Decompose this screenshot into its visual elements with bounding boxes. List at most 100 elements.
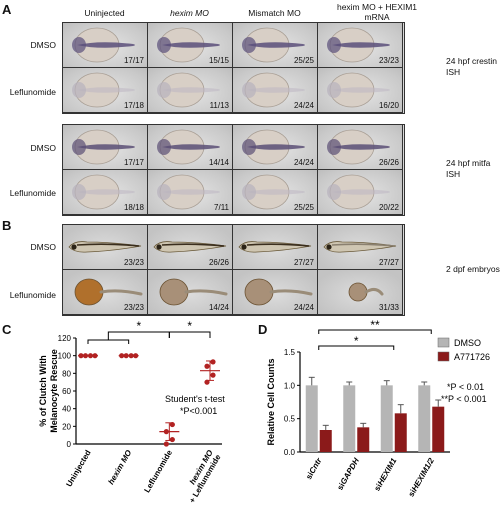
col-header-mismatch-mo: Mismatch MO xyxy=(248,8,301,18)
head-shape xyxy=(72,37,86,53)
clutch-count: 7/11 xyxy=(214,203,229,212)
stain-shape xyxy=(247,87,305,93)
tail-shape xyxy=(184,289,228,296)
clutch-count: 15/15 xyxy=(208,56,229,65)
larva-body-shape xyxy=(153,241,227,253)
clutch-count: 24/24 xyxy=(293,101,314,110)
x-tick-label: siCntr xyxy=(304,456,324,481)
clutch-count: 24/24 xyxy=(293,303,314,312)
head-shape xyxy=(72,82,86,98)
clutch-count: 17/17 xyxy=(123,56,144,65)
data-point xyxy=(82,353,89,359)
head-shape xyxy=(327,184,341,200)
x-tick-label-gene: HEXIM1/2 xyxy=(410,456,436,493)
y-tick-label: 80 xyxy=(62,369,71,378)
data-point xyxy=(210,359,216,365)
legend-label: DMSO xyxy=(454,338,481,348)
data-point xyxy=(163,441,169,447)
y-axis-label-line: Melanocyte Rescue xyxy=(49,349,59,433)
data-point xyxy=(163,429,169,435)
col-header-uninjected: Uninjected xyxy=(84,8,125,18)
embryo-figure xyxy=(72,174,135,210)
tail-shape xyxy=(99,289,143,296)
embryo-figure xyxy=(242,174,305,210)
embryo-figure xyxy=(348,282,384,302)
head-shape xyxy=(327,82,341,98)
embryo-figure xyxy=(323,241,397,253)
data-point xyxy=(119,353,125,359)
melanocyte-stripe-shape xyxy=(246,243,310,247)
stain-shape xyxy=(247,144,305,150)
embryo-figure xyxy=(159,278,228,306)
y-tick-label: 120 xyxy=(58,334,72,343)
embryo-image: 14/24 xyxy=(148,270,233,315)
clutch-count: 16/20 xyxy=(378,101,399,110)
larva-body-shape xyxy=(238,241,312,253)
embryo-image: 27/27 xyxy=(318,225,403,270)
bar xyxy=(319,430,332,452)
y-tick-label: 0.0 xyxy=(284,448,296,457)
embryo-image: 23/23 xyxy=(318,23,403,68)
embryo-image: 24/24 xyxy=(233,68,318,113)
melanocyte-stripe-shape xyxy=(76,243,140,247)
stain-shape xyxy=(162,144,220,150)
embryo-figure xyxy=(244,278,313,306)
clutch-count: 23/23 xyxy=(123,258,144,267)
clutch-count: 14/24 xyxy=(208,303,229,312)
y-tick-label: 40 xyxy=(62,405,71,414)
row-label-leflunomide: Leflunomide xyxy=(9,188,56,198)
panel-letter-c: C xyxy=(2,322,12,337)
col-header-rescue: hexim MO + HEXIM1 mRNA xyxy=(336,2,418,22)
embryo-figure xyxy=(68,241,142,253)
row-label-dmso: DMSO xyxy=(30,242,57,252)
stain-shape xyxy=(247,42,305,48)
embryo-image: 24/24 xyxy=(233,125,318,170)
embryo-image: 14/14 xyxy=(148,125,233,170)
row-label-dmso: DMSO xyxy=(30,143,57,153)
eye-shape xyxy=(326,244,332,250)
data-point xyxy=(92,353,98,359)
embryo-figure xyxy=(74,278,143,306)
x-tick-label: Uninjected xyxy=(64,448,92,488)
stain-shape xyxy=(332,87,390,93)
bar xyxy=(432,406,445,452)
yolk-shape xyxy=(159,278,189,306)
significance-marker: * xyxy=(354,334,359,348)
y-tick-label: 1.5 xyxy=(284,348,296,357)
x-tick-label: Leflunomide xyxy=(142,448,174,494)
clutch-count: 25/25 xyxy=(293,56,314,65)
bar xyxy=(380,385,393,452)
larva-body-shape xyxy=(68,241,142,253)
tail-shape xyxy=(364,287,384,296)
clutch-count: 31/33 xyxy=(378,303,399,312)
clutch-count: 17/17 xyxy=(123,158,144,167)
y-tick-label: 100 xyxy=(58,352,72,361)
embryo-image: 11/13 xyxy=(148,68,233,113)
embryo-figure xyxy=(157,27,220,63)
stain-shape xyxy=(162,42,220,48)
data-point xyxy=(123,353,129,359)
row-label-dmso: DMSO xyxy=(30,40,57,50)
y-axis-label-line: % of Clutch With xyxy=(38,355,48,426)
clutch-count: 20/22 xyxy=(378,203,399,212)
embryo-image: 23/23 xyxy=(63,225,148,270)
embryo-figure xyxy=(153,241,227,253)
stain-shape xyxy=(77,189,135,195)
yolk-shape xyxy=(348,282,368,302)
data-point xyxy=(210,372,216,378)
head-shape xyxy=(327,37,341,53)
head-shape xyxy=(242,139,256,155)
x-tick-label-gene: HEXIM1 xyxy=(376,456,399,487)
y-tick-label: 20 xyxy=(62,422,71,431)
significance-bracket xyxy=(168,331,211,338)
head-shape xyxy=(72,184,86,200)
group-label-embryos: 2 dpf embryos xyxy=(446,264,500,274)
head-shape xyxy=(157,139,171,155)
clutch-count: 14/14 xyxy=(208,158,229,167)
data-point xyxy=(204,363,210,369)
data-point xyxy=(128,353,134,359)
legend-label: A771726 xyxy=(454,352,490,362)
data-point xyxy=(133,353,139,359)
stain-shape xyxy=(162,87,220,93)
embryo-image: 7/11 xyxy=(148,170,233,215)
